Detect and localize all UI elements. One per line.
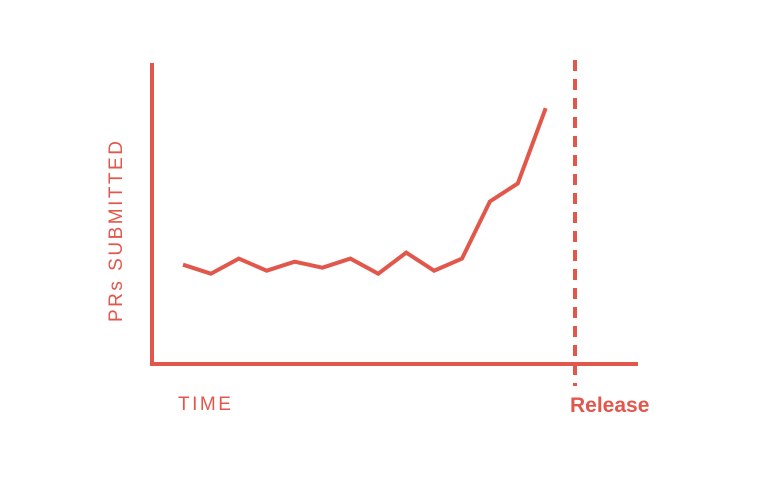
data-point bbox=[432, 269, 436, 273]
data-point bbox=[488, 200, 492, 204]
series-line bbox=[182, 107, 548, 277]
data-point bbox=[460, 257, 464, 261]
data-point bbox=[209, 272, 213, 276]
x-axis-label: TIME bbox=[178, 394, 233, 415]
data-point bbox=[237, 257, 241, 261]
data-point bbox=[404, 251, 408, 255]
data-point bbox=[321, 266, 325, 270]
data-point bbox=[348, 257, 352, 261]
release-label: Release bbox=[570, 394, 649, 417]
series-group bbox=[181, 106, 548, 277]
data-point bbox=[265, 269, 269, 273]
data-point bbox=[376, 272, 380, 276]
data-point bbox=[544, 106, 548, 110]
data-point bbox=[516, 181, 520, 185]
data-point bbox=[293, 260, 297, 264]
y-axis-label: PRs SUBMITTED bbox=[106, 139, 127, 322]
data-point bbox=[181, 263, 185, 267]
